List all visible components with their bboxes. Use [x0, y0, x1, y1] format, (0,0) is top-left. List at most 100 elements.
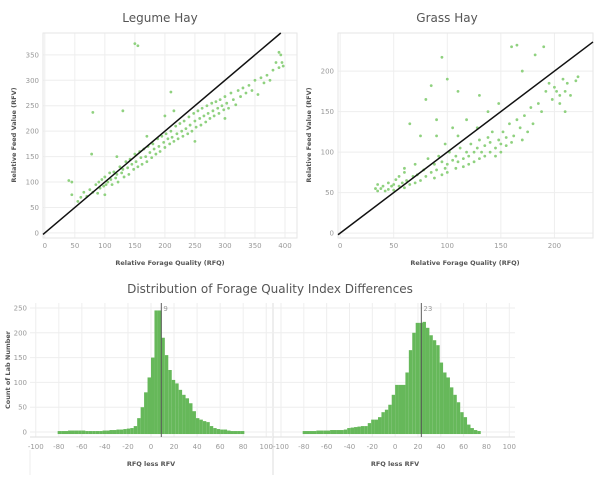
left-histogram-bar	[151, 357, 155, 435]
grass-x-tick-label: 200	[548, 242, 561, 250]
left-histogram-x-tick-label: 80	[239, 443, 248, 451]
right-histogram-bar	[446, 377, 450, 435]
left-histogram-bar	[220, 429, 224, 435]
legume-point	[139, 156, 143, 160]
grass-point	[490, 130, 494, 134]
right-histogram-bar	[367, 423, 372, 435]
grass-title: Grass Hay	[416, 11, 477, 25]
grass-point	[465, 118, 468, 122]
legume-point	[181, 134, 185, 138]
left-histogram-bar	[92, 431, 96, 435]
grass-point	[445, 170, 449, 174]
legume-point	[174, 124, 178, 128]
grass-point	[483, 154, 487, 158]
left-histogram-bar	[95, 431, 100, 435]
grass-point	[392, 188, 396, 192]
legume-point	[277, 50, 281, 54]
grass-point	[508, 122, 511, 126]
left-histogram-bar	[209, 426, 214, 435]
grass-point	[510, 140, 513, 144]
legume-point	[193, 119, 197, 123]
left-histogram-bar	[133, 426, 138, 435]
left-histogram-bar	[154, 310, 158, 435]
legume-point	[152, 147, 156, 151]
legume-x-tick-label: 200	[158, 242, 171, 250]
legume-point	[279, 53, 283, 57]
left-histogram-bar	[112, 430, 117, 435]
grass-point	[465, 150, 468, 154]
right-histogram-bar	[477, 431, 481, 435]
left-histogram-x-tick-label: 0	[149, 443, 153, 451]
grass-point	[469, 142, 473, 146]
legume-point	[184, 127, 188, 131]
right-histogram-bar	[336, 430, 344, 435]
grass-y-tick-label: 0	[330, 230, 334, 238]
grass-point	[386, 181, 390, 185]
grass-point	[504, 136, 508, 139]
left-histogram-bar	[140, 407, 145, 435]
legume-point	[229, 91, 233, 95]
legume-point	[222, 108, 226, 112]
left-histogram-bar	[171, 379, 176, 435]
grass-point	[467, 154, 471, 158]
right-histogram-median-label: 23	[423, 305, 432, 313]
grass-point	[542, 45, 546, 49]
legume-point	[175, 132, 179, 136]
grass-point	[520, 69, 524, 73]
grass-point	[392, 183, 396, 186]
legume-point	[170, 135, 174, 139]
legume-point	[127, 173, 131, 176]
legume-point	[216, 106, 220, 110]
grass-point	[437, 154, 441, 158]
right-histogram-bar	[460, 412, 464, 435]
legume-point	[190, 129, 194, 133]
left-histogram-bar	[99, 431, 103, 435]
grass-point	[544, 89, 548, 93]
left-histogram-bar	[71, 430, 75, 435]
grass-point	[454, 154, 458, 158]
grass-point	[488, 150, 492, 154]
legume-point	[67, 179, 71, 182]
left-histogram-x-tick-label: 60	[216, 443, 225, 451]
legume-point	[140, 162, 144, 166]
left-histogram-bar	[213, 428, 217, 435]
legume-point	[115, 155, 119, 159]
right-histogram-x-tick-label: 40	[436, 443, 445, 451]
legume-point	[163, 146, 167, 149]
legume-point	[118, 165, 122, 169]
right-histogram-bar	[439, 362, 444, 435]
left-histogram-bar	[109, 430, 113, 435]
grass-point	[386, 187, 390, 191]
legume-x-tick-label: 50	[70, 242, 79, 250]
legume-point	[271, 68, 275, 72]
grass-point	[501, 130, 505, 134]
right-histogram-bar	[432, 340, 437, 435]
grass-point	[445, 77, 449, 81]
legume-point	[206, 111, 210, 115]
grass-point	[376, 189, 380, 193]
left-histogram-bar	[68, 430, 72, 435]
histogram-suptitle: Distribution of Forage Quality Index Dif…	[127, 282, 413, 296]
right-histogram-xlabel: RFQ less RFV	[371, 460, 419, 468]
grass-point	[456, 89, 460, 93]
grass-y-tick-label: 50	[325, 189, 334, 197]
grass-point	[403, 170, 406, 174]
grass-x-tick-label: 100	[441, 242, 454, 250]
legume-point	[100, 178, 104, 181]
grass-point	[426, 157, 430, 160]
grass-point	[512, 134, 516, 138]
grass-point	[397, 175, 401, 178]
legume-point	[220, 104, 224, 108]
grass-point	[435, 134, 438, 138]
legume-point	[91, 110, 95, 114]
left-histogram-bar	[227, 430, 231, 435]
right-histogram-bar	[374, 419, 379, 435]
right-histogram-x-tick-label: -80	[298, 443, 309, 451]
left-histogram-bar	[161, 337, 165, 435]
legume-point	[196, 109, 200, 113]
left-histogram-bar	[233, 431, 238, 435]
grass-xlabel: Relative Forage Quality (RFQ)	[410, 259, 519, 267]
legume-point	[162, 140, 166, 144]
legume-point	[217, 111, 221, 115]
right-histogram-x-tick-label: -60	[321, 443, 332, 451]
